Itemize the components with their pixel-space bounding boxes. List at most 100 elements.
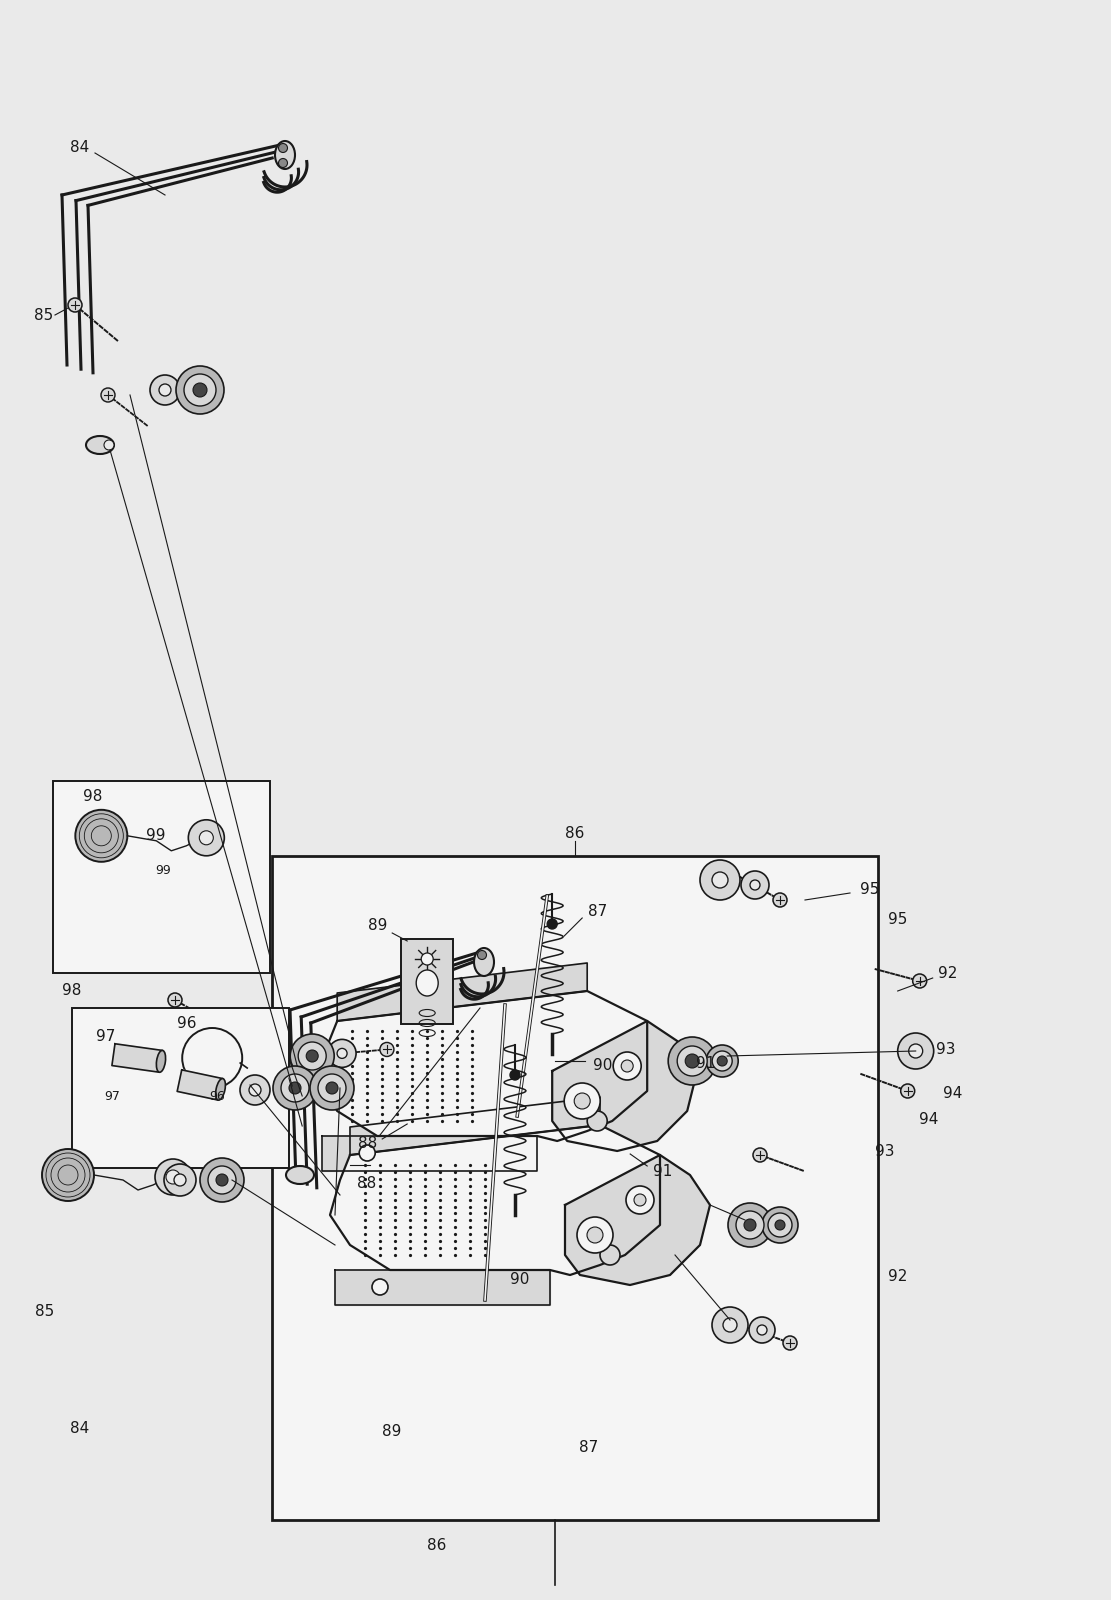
Circle shape bbox=[625, 1186, 654, 1214]
Polygon shape bbox=[552, 1021, 698, 1150]
Polygon shape bbox=[336, 1270, 550, 1306]
Circle shape bbox=[678, 1046, 708, 1075]
Ellipse shape bbox=[417, 970, 438, 995]
Text: 94: 94 bbox=[919, 1112, 939, 1128]
Circle shape bbox=[328, 1040, 357, 1067]
Text: 99: 99 bbox=[146, 827, 166, 843]
Text: 97: 97 bbox=[104, 1090, 120, 1102]
Circle shape bbox=[159, 384, 171, 395]
Circle shape bbox=[189, 819, 224, 856]
Circle shape bbox=[735, 1211, 764, 1238]
Ellipse shape bbox=[474, 947, 494, 976]
Circle shape bbox=[768, 1213, 792, 1237]
Circle shape bbox=[564, 1083, 600, 1118]
Ellipse shape bbox=[276, 141, 296, 170]
Polygon shape bbox=[318, 990, 648, 1141]
Text: 90: 90 bbox=[510, 1272, 530, 1288]
Circle shape bbox=[168, 994, 182, 1006]
Circle shape bbox=[240, 1075, 270, 1106]
Circle shape bbox=[577, 1218, 613, 1253]
Circle shape bbox=[290, 1034, 334, 1078]
Circle shape bbox=[104, 440, 114, 450]
Circle shape bbox=[783, 1336, 797, 1350]
Polygon shape bbox=[112, 1043, 162, 1072]
Text: 99: 99 bbox=[156, 864, 171, 877]
Circle shape bbox=[372, 1278, 388, 1294]
Circle shape bbox=[359, 1146, 376, 1162]
Circle shape bbox=[166, 1170, 180, 1184]
Circle shape bbox=[574, 1093, 590, 1109]
Circle shape bbox=[588, 1110, 608, 1131]
Circle shape bbox=[337, 1048, 347, 1058]
Text: 95: 95 bbox=[888, 912, 908, 928]
Text: 84: 84 bbox=[70, 1421, 90, 1437]
Circle shape bbox=[913, 974, 927, 987]
Circle shape bbox=[723, 1318, 737, 1331]
Circle shape bbox=[174, 1174, 186, 1186]
Circle shape bbox=[249, 1085, 261, 1096]
Circle shape bbox=[621, 1059, 633, 1072]
Text: 92: 92 bbox=[938, 966, 958, 981]
Text: 93: 93 bbox=[874, 1144, 894, 1160]
Circle shape bbox=[193, 382, 207, 397]
Text: 91: 91 bbox=[695, 1056, 715, 1072]
Ellipse shape bbox=[86, 435, 114, 454]
Polygon shape bbox=[338, 963, 588, 1021]
Circle shape bbox=[634, 1194, 645, 1206]
Text: 97: 97 bbox=[96, 1029, 116, 1045]
Circle shape bbox=[685, 1054, 699, 1069]
Circle shape bbox=[184, 374, 216, 406]
Circle shape bbox=[101, 387, 116, 402]
Text: 90: 90 bbox=[592, 1059, 612, 1074]
Text: 86: 86 bbox=[565, 827, 584, 842]
Bar bbox=[53, 781, 270, 973]
Polygon shape bbox=[350, 1098, 600, 1155]
Text: 89: 89 bbox=[382, 1424, 402, 1440]
Circle shape bbox=[176, 366, 224, 414]
Circle shape bbox=[757, 1325, 767, 1334]
Circle shape bbox=[42, 1149, 94, 1202]
Circle shape bbox=[707, 1045, 738, 1077]
Circle shape bbox=[510, 1070, 520, 1080]
Text: 84: 84 bbox=[70, 141, 90, 155]
Circle shape bbox=[548, 918, 558, 930]
Polygon shape bbox=[565, 1155, 710, 1285]
Text: 94: 94 bbox=[943, 1086, 962, 1101]
Ellipse shape bbox=[216, 1078, 226, 1101]
Text: 87: 87 bbox=[588, 904, 607, 918]
Circle shape bbox=[318, 1074, 346, 1102]
Circle shape bbox=[68, 298, 82, 312]
Bar bbox=[401, 939, 453, 1024]
Text: 92: 92 bbox=[888, 1269, 908, 1285]
Circle shape bbox=[208, 1166, 236, 1194]
Text: 93: 93 bbox=[935, 1042, 955, 1056]
Circle shape bbox=[712, 1307, 748, 1342]
Circle shape bbox=[773, 893, 787, 907]
Bar bbox=[272, 856, 878, 1520]
Circle shape bbox=[298, 1042, 327, 1070]
Bar bbox=[72, 1008, 289, 1168]
Circle shape bbox=[762, 1206, 798, 1243]
Circle shape bbox=[749, 1317, 775, 1342]
Polygon shape bbox=[322, 1136, 538, 1171]
Circle shape bbox=[156, 1158, 191, 1195]
Text: 98: 98 bbox=[61, 984, 81, 998]
Text: 96: 96 bbox=[177, 1016, 197, 1032]
Circle shape bbox=[600, 1245, 620, 1266]
Polygon shape bbox=[330, 1125, 660, 1275]
Circle shape bbox=[164, 1165, 196, 1197]
Text: 86: 86 bbox=[427, 1538, 447, 1554]
Text: 88: 88 bbox=[358, 1136, 377, 1152]
Circle shape bbox=[478, 950, 487, 960]
Polygon shape bbox=[177, 1070, 223, 1101]
Circle shape bbox=[775, 1219, 785, 1230]
Circle shape bbox=[307, 1050, 318, 1062]
Text: 96: 96 bbox=[209, 1090, 226, 1102]
Circle shape bbox=[310, 1066, 354, 1110]
Circle shape bbox=[281, 1074, 309, 1102]
Text: 89: 89 bbox=[368, 918, 387, 933]
Text: 85: 85 bbox=[34, 1304, 54, 1320]
Text: 98: 98 bbox=[82, 789, 102, 805]
Circle shape bbox=[289, 1082, 301, 1094]
Circle shape bbox=[326, 1082, 338, 1094]
